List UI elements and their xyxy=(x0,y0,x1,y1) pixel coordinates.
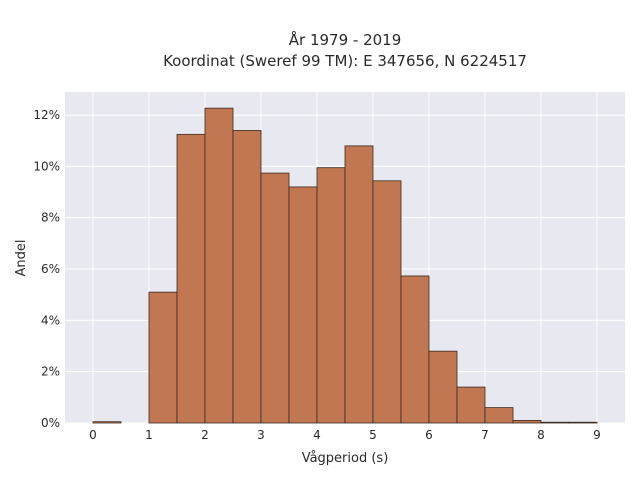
histogram-bar xyxy=(428,350,458,424)
x-tick-label: 8 xyxy=(537,428,545,442)
histogram-bar xyxy=(540,421,570,424)
histogram-bar xyxy=(148,291,178,424)
histogram-bar xyxy=(484,407,514,424)
histogram-bar xyxy=(260,172,290,424)
histogram-bar xyxy=(176,133,206,424)
histogram-bar xyxy=(568,421,598,424)
histogram-bar xyxy=(512,420,542,424)
x-tick-label: 5 xyxy=(369,428,377,442)
histogram-bar xyxy=(288,186,318,424)
bars xyxy=(92,107,598,424)
histogram-bar xyxy=(400,275,430,424)
y-tick-label: 0% xyxy=(41,416,60,430)
y-tick-label: 4% xyxy=(41,313,60,327)
x-axis-label: Vågperiod (s) xyxy=(302,451,389,466)
histogram-bar xyxy=(316,167,346,424)
y-tick-label: 10% xyxy=(33,159,60,173)
y-tick-label: 8% xyxy=(41,211,60,225)
y-tick-label: 12% xyxy=(33,108,60,122)
x-tick-label: 3 xyxy=(257,428,265,442)
x-tick-label: 0 xyxy=(89,428,97,442)
histogram-bar xyxy=(204,107,234,424)
x-tick-label: 7 xyxy=(481,428,489,442)
y-tick-labels: 0% 2% 4% 6% 8% 10% 12% xyxy=(33,108,60,430)
chart-subtitle: Koordinat (Sweref 99 TM): E 347656, N 62… xyxy=(163,52,527,70)
chart-title: År 1979 - 2019 xyxy=(289,30,402,49)
y-tick-label: 6% xyxy=(41,262,60,276)
x-tick-label: 1 xyxy=(145,428,153,442)
x-tick-labels: 0 1 2 3 4 5 6 7 8 9 xyxy=(89,428,601,442)
x-tick-label: 4 xyxy=(313,428,321,442)
y-tick-label: 2% xyxy=(41,365,60,379)
histogram-bar xyxy=(456,386,486,424)
histogram-bar xyxy=(344,145,374,424)
histogram-bar xyxy=(372,180,402,424)
x-tick-label: 2 xyxy=(201,428,209,442)
x-tick-label: 9 xyxy=(593,428,601,442)
y-axis-label: Andel xyxy=(14,240,29,277)
histogram-bar xyxy=(92,421,122,424)
histogram-bar xyxy=(232,130,262,424)
x-tick-label: 6 xyxy=(425,428,433,442)
